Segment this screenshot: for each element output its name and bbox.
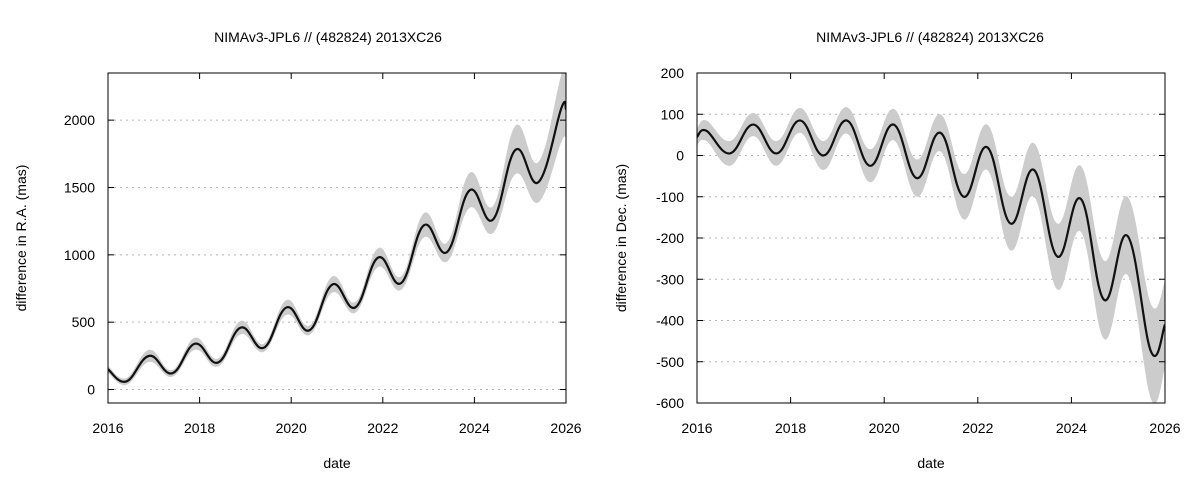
x-tick-label: 2018 — [184, 420, 215, 436]
series-line — [108, 100, 566, 383]
x-tick-label: 2016 — [681, 420, 712, 436]
ticks: 2016 2018 2020 2022 2024 2026 0 500 1000 1500 2000 — [64, 73, 582, 436]
y-tick-label: -100 — [656, 189, 684, 205]
x-axis-title: date — [917, 455, 944, 471]
x-tick-label: 2024 — [459, 420, 490, 436]
y-tick-label: 500 — [72, 314, 96, 330]
grid — [108, 119, 566, 391]
y-tick-label: 0 — [676, 148, 684, 164]
uncertainty-band-layer — [697, 107, 1165, 403]
series-line — [697, 119, 1165, 357]
uncertainty-band — [108, 73, 566, 386]
chart-title: NIMAv3-JPL6 // (482824) 2013XC26 — [816, 29, 1044, 45]
y-tick-label: 1000 — [64, 247, 95, 263]
x-tick-label: 2022 — [367, 420, 398, 436]
series-line-layer — [108, 100, 566, 383]
uncertainty-band — [697, 107, 1165, 403]
ra-difference-chart-svg: NIMAv3-JPL6 // (482824) 2013XC26 2016 201… — [13, 29, 582, 471]
y-tick-label: 200 — [661, 65, 685, 81]
x-tick-label: 2026 — [550, 420, 581, 436]
x-tick-label: 2016 — [92, 420, 123, 436]
uncertainty-band-layer — [108, 73, 566, 386]
x-tick-label: 2018 — [775, 420, 806, 436]
y-tick-label: -300 — [656, 271, 684, 287]
ticks: 2016 2018 2020 2022 2024 2026 -600 -500 -400 -300… — [656, 65, 1181, 436]
x-tick-label: 2020 — [276, 420, 307, 436]
y-axis-title: difference in R.A. (mas) — [13, 165, 29, 312]
x-tick-label: 2026 — [1149, 420, 1180, 436]
y-tick-label: -600 — [656, 395, 684, 411]
plot-frame — [107, 72, 567, 404]
y-tick-label: -200 — [656, 230, 684, 246]
y-tick-label: 1500 — [64, 179, 95, 195]
x-tick-label: 2024 — [1056, 420, 1087, 436]
chart-title: NIMAv3-JPL6 // (482824) 2013XC26 — [214, 29, 442, 45]
y-tick-label: 100 — [661, 106, 685, 122]
y-axis-title: difference in Dec. (mas) — [613, 164, 629, 312]
y-tick-label: -500 — [656, 354, 684, 370]
dec-difference-chart-svg: NIMAv3-JPL6 // (482824) 2013XC26 2016 201… — [613, 29, 1181, 471]
x-tick-label: 2020 — [869, 420, 900, 436]
y-tick-label: -400 — [656, 313, 684, 329]
ra-difference-chart: NIMAv3-JPL6 // (482824) 2013XC26 2016 201… — [13, 29, 582, 471]
x-axis-title: date — [323, 455, 350, 471]
y-tick-label: 0 — [87, 382, 95, 398]
y-tick-label: 2000 — [64, 112, 95, 128]
series-line-layer — [697, 119, 1165, 357]
dec-difference-chart: NIMAv3-JPL6 // (482824) 2013XC26 2016 201… — [600, 0, 1200, 480]
x-tick-label: 2022 — [962, 420, 993, 436]
